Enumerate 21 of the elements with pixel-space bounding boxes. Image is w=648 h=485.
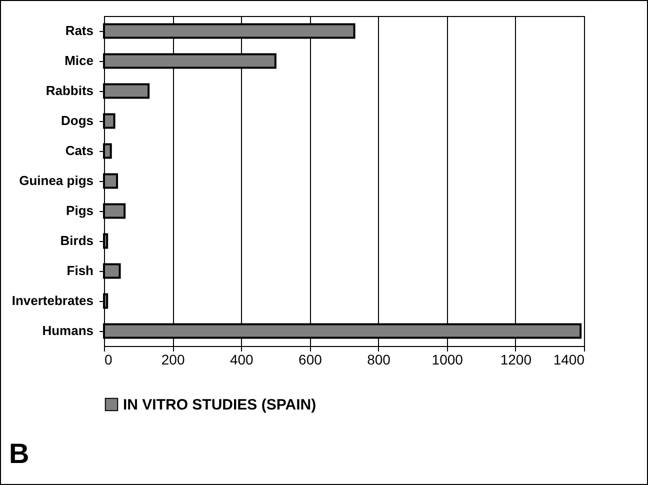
y-tick-label: Fish (66, 263, 94, 278)
y-tick-label: Mice (64, 53, 94, 68)
x-tick-label: 0 (104, 352, 112, 368)
text: B (9, 438, 30, 470)
x-tick-label: 1000 (432, 352, 464, 368)
x-tick-label: 200 (161, 352, 185, 368)
y-tick-label: Pigs (66, 203, 94, 218)
y-tick-label: Guinea pigs (19, 173, 94, 188)
x-tick-label: 800 (367, 352, 391, 368)
y-tick-label: Birds (60, 233, 94, 248)
y-tick-label: Rabbits (46, 83, 94, 98)
y-tick-label: Humans (42, 323, 94, 338)
y-tick-label: Invertebrates (12, 293, 94, 308)
x-tick-label: 600 (298, 352, 322, 368)
x-tick-label: 1200 (500, 352, 532, 368)
y-tick-label: Dogs (61, 113, 94, 128)
x-tick-label: 400 (230, 352, 254, 368)
y-tick-label: Rats (65, 23, 94, 38)
x-tick-label: 1400 (553, 352, 585, 368)
legend-label: IN VITRO STUDIES (SPAIN) (123, 396, 316, 414)
y-tick-label: Cats (65, 143, 94, 158)
